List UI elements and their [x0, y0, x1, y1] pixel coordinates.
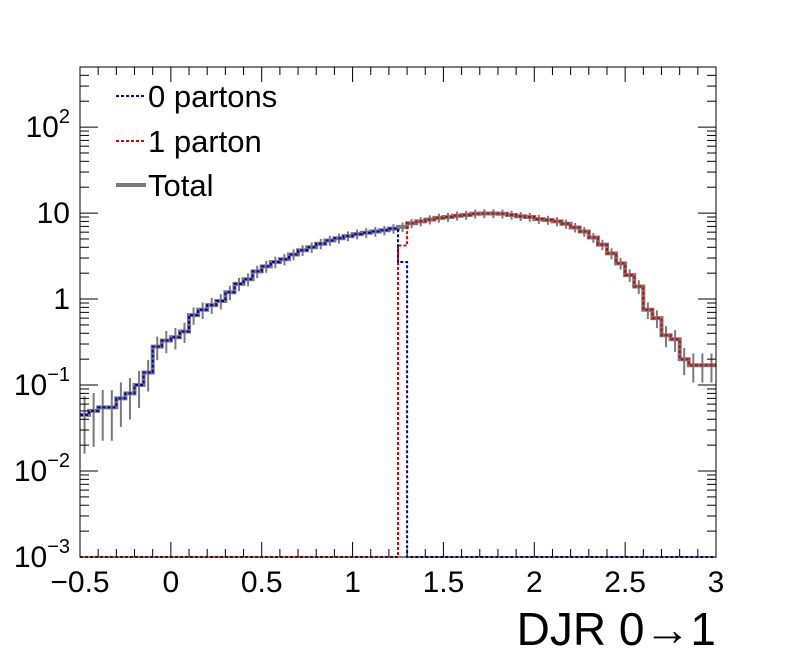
legend-item-0-partons: 0 partons [116, 79, 277, 114]
x-tick-label: 2 [526, 566, 543, 599]
legend-item-1-parton: 1 parton [116, 124, 262, 159]
y-tick-label: 10−2 [14, 450, 70, 488]
y-tick-label: 1 [53, 283, 70, 316]
y-tick-label: 10 [37, 197, 70, 230]
series-1-parton [80, 212, 716, 558]
x-tick-label: 0.5 [241, 566, 283, 599]
ticks-layer [79, 66, 717, 558]
x-tick-label: 1.5 [423, 566, 465, 599]
legend-label: 0 partons [148, 79, 277, 114]
y-tick-label: 10−1 [14, 364, 70, 402]
series-line-1-parton [80, 212, 716, 558]
legend-label: 1 parton [148, 124, 262, 159]
x-tick-label: 1 [344, 566, 361, 599]
x-tick-label: 0 [163, 566, 180, 599]
y-tick-label: 102 [26, 106, 71, 144]
tick-labels-layer: −0.5 0 0.5 1 1.5 2 2.5 3 10−3 10−2 10−1 1 10 102 [14, 106, 725, 599]
x-tick-label: 3 [708, 566, 725, 599]
plot-frame [79, 66, 717, 558]
x-tick-label: −0.5 [50, 566, 109, 599]
x-tick-label: 2.5 [604, 566, 646, 599]
legend: 0 partons 1 parton Total [116, 79, 277, 203]
legend-item-total: Total [116, 168, 213, 203]
y-tick-label: 10−3 [14, 536, 70, 574]
legend-label: Total [148, 168, 213, 203]
x-axis-title: DJR 0→1 [517, 603, 716, 655]
